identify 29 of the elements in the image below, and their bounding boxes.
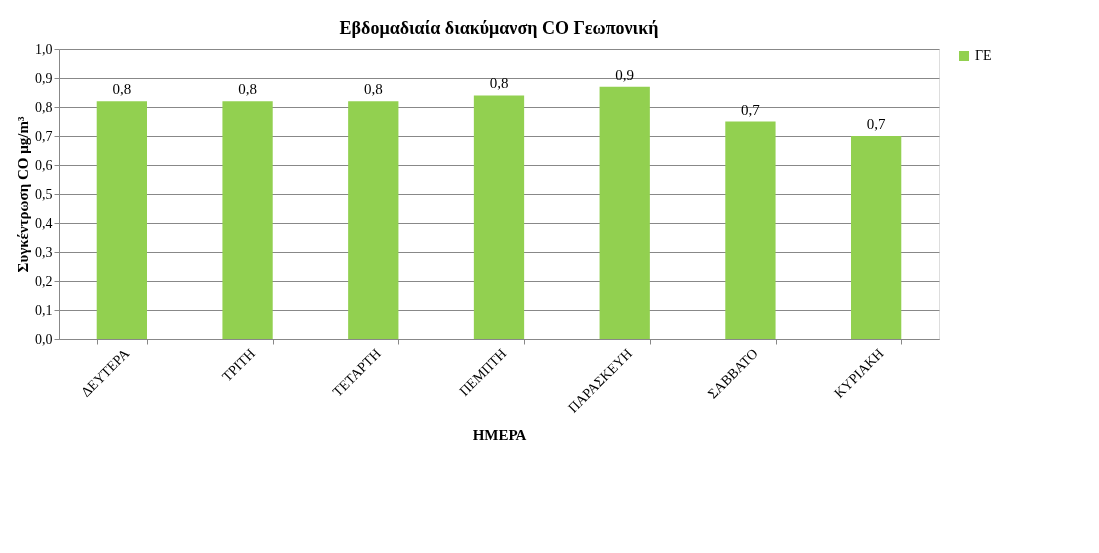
data-label: 0,7	[866, 116, 887, 132]
bar	[96, 101, 147, 339]
data-label: 0,8	[489, 75, 509, 92]
y-tick-label: 0,9	[35, 70, 53, 86]
data-label: 0,7	[741, 101, 761, 118]
y-tick-label: 0,5	[35, 186, 53, 202]
y-axis-title: Συγκέντρωση CO μg/m³	[15, 116, 31, 273]
y-tick-label: 0,3	[35, 244, 53, 260]
bar	[599, 86, 650, 339]
chart-title: Εβδομαδιαία διακύμανση CO Γεωπονική	[339, 18, 659, 38]
data-label: 0,8	[112, 81, 132, 98]
y-tick-label: 0,2	[35, 273, 53, 289]
bar	[348, 101, 399, 339]
data-label: 0,9	[615, 66, 635, 83]
y-tick-label: 0,6	[35, 157, 53, 173]
y-tick-label: 0,0	[35, 331, 53, 347]
x-axis-title: ΗΜΕΡΑ	[472, 426, 527, 443]
bar	[851, 136, 902, 339]
bar	[222, 101, 273, 339]
data-label: 0,8	[238, 81, 257, 98]
bar	[725, 121, 776, 339]
legend-label: ΓΕ	[975, 48, 992, 63]
y-tick-label: 0,7	[35, 128, 53, 144]
data-label: 0,8	[363, 81, 383, 98]
y-tick-label: 0,8	[35, 99, 53, 115]
y-tick-label: 1,0	[35, 41, 53, 57]
bar	[473, 95, 525, 339]
y-tick-label: 0,4	[35, 215, 53, 231]
y-tick-label: 0,1	[35, 302, 53, 318]
